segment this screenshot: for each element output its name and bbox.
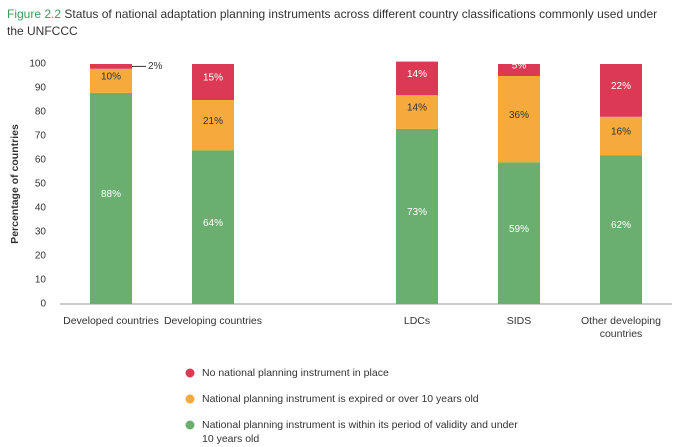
y-tick-label: 0: [40, 299, 46, 310]
y-tick-label: 80: [35, 107, 47, 118]
data-label: 62%: [611, 220, 631, 231]
data-label: 16%: [611, 127, 631, 138]
bar-segment: [600, 155, 642, 304]
y-tick-label: 10: [35, 275, 47, 286]
x-tick-label: SIDS: [506, 315, 532, 327]
data-label: 88%: [101, 189, 121, 200]
y-tick-label: 30: [35, 227, 47, 238]
legend-marker: [185, 368, 195, 378]
data-label: 22%: [611, 81, 631, 92]
data-label: 10%: [101, 71, 121, 82]
y-tick-label: 70: [35, 131, 47, 142]
y-tick-label: 20: [35, 251, 47, 262]
y-axis-label: Percentage of countries: [9, 124, 21, 244]
bar-segment: [90, 68, 132, 93]
legend-marker: [185, 394, 195, 404]
legend-marker: [185, 420, 195, 430]
bar-segment: [600, 64, 642, 117]
bar-segment: [192, 150, 234, 304]
x-tick-label: LDCs: [403, 315, 431, 327]
bar-segment: [498, 76, 540, 163]
chart-title: Status of national adaptation planning i…: [7, 7, 658, 38]
y-tick-label: 100: [29, 59, 46, 70]
x-tick-label: Developed countries: [63, 315, 159, 327]
data-label: 64%: [203, 218, 223, 229]
data-label: 5%: [512, 61, 527, 72]
legend-label: No national planning instrument in place: [202, 367, 389, 379]
y-tick-label: 60: [35, 155, 47, 166]
bar-segment: [396, 95, 438, 129]
bar-segment: [600, 116, 642, 156]
y-tick-label: 40: [35, 203, 47, 214]
bar-segment: [498, 162, 540, 304]
y-tick-label: 90: [35, 83, 47, 94]
data-label: 59%: [509, 224, 529, 235]
bar-segment: [192, 64, 234, 100]
bar-segment: [192, 100, 234, 151]
legend-label: National planning instrument is within i…: [202, 419, 518, 445]
data-label: 14%: [407, 69, 427, 80]
x-tick-label: Developing countries: [163, 315, 263, 327]
data-label: 14%: [407, 103, 427, 114]
bar-segment: [90, 64, 132, 69]
data-label: 2%: [148, 61, 163, 72]
figure-label: Figure 2.2: [7, 7, 62, 21]
data-label: 36%: [509, 110, 529, 121]
bar-segment: [498, 64, 540, 76]
data-label: 21%: [203, 116, 223, 127]
data-label: 73%: [407, 207, 427, 218]
title-block: Figure 2.2 Status of national adaptation…: [7, 6, 677, 40]
bar-segment: [396, 128, 438, 304]
bar-segment: [90, 92, 132, 304]
y-tick-label: 50: [35, 179, 47, 190]
x-tick-label: Other developing countries: [581, 315, 661, 340]
data-label: 15%: [203, 73, 223, 84]
bar-segment: [396, 61, 438, 96]
legend-label: National planning instrument is expired …: [202, 393, 479, 405]
